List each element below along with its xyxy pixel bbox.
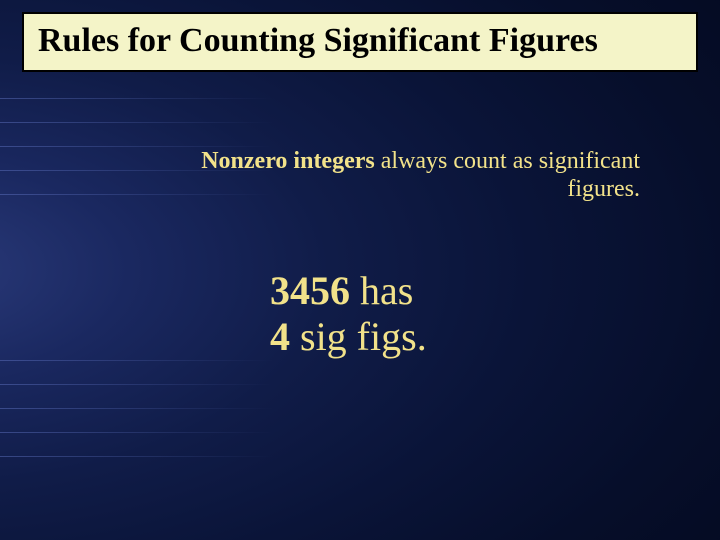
example-sigfigs: sig figs	[290, 314, 417, 359]
rule-text: Nonzero integers always count as signifi…	[100, 148, 640, 203]
decorative-stripe	[0, 408, 274, 409]
example-text: 3456 has 4 sig figs.	[270, 268, 427, 360]
rule-rest-2: figures.	[567, 176, 640, 202]
decorative-stripe	[0, 432, 274, 433]
rule-rest-1: always count as significant	[375, 148, 640, 174]
title-box: Rules for Counting Significant Figures	[22, 12, 698, 72]
decorative-stripe	[0, 98, 274, 99]
example-period: .	[417, 314, 427, 359]
slide: Rules for Counting Significant Figures N…	[0, 0, 720, 540]
decorative-stripe	[0, 456, 274, 457]
example-count: 4	[270, 314, 290, 359]
example-has: has	[350, 268, 413, 313]
decorative-stripe	[0, 360, 274, 361]
slide-title: Rules for Counting Significant Figures	[38, 22, 682, 60]
rule-bold: Nonzero integers	[201, 148, 375, 174]
decorative-stripe	[0, 122, 274, 123]
decorative-stripe	[0, 384, 274, 385]
example-number: 3456	[270, 268, 350, 313]
decorative-stripe	[0, 146, 274, 147]
